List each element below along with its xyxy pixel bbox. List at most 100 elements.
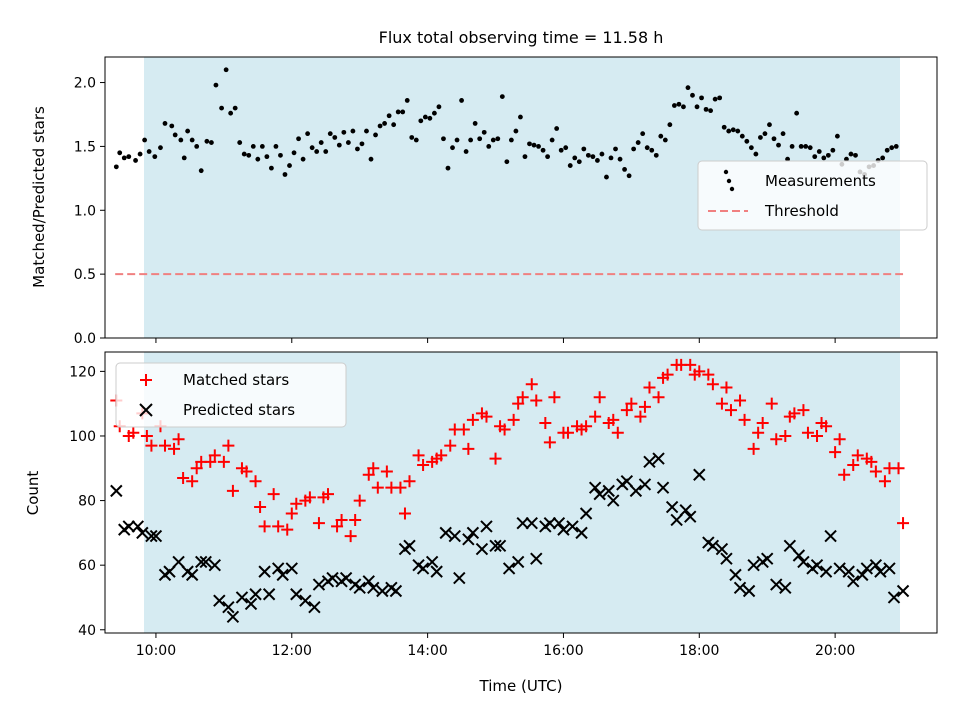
matched-point	[724, 404, 737, 417]
measurement-point	[382, 121, 387, 126]
measurement-point	[758, 135, 763, 140]
measurement-point	[536, 144, 541, 149]
measurement-point	[744, 138, 750, 144]
bottom-legend: Matched stars Predicted stars	[115, 362, 347, 428]
predicted-point	[493, 539, 507, 553]
predicted-point	[376, 584, 389, 598]
predicted-point	[362, 575, 375, 588]
top-legend-box	[697, 160, 928, 231]
measurement-point	[549, 137, 555, 143]
predicted-point	[602, 484, 615, 498]
measurement-point	[518, 114, 523, 120]
predicted-point	[403, 539, 416, 553]
measurement-point	[739, 133, 745, 139]
measurement-point	[563, 145, 569, 151]
measurement-point	[169, 123, 175, 129]
predicted-point	[715, 542, 729, 556]
predicted-point	[172, 555, 185, 569]
measurement-point	[522, 154, 528, 160]
matched-point	[620, 404, 633, 417]
measurement-point	[336, 142, 342, 148]
matched-point	[684, 358, 697, 371]
predicted-point	[679, 504, 692, 517]
matched-point	[788, 407, 801, 420]
measurement-point	[246, 152, 252, 158]
measurement-point	[377, 123, 383, 129]
measurement-point	[825, 152, 831, 158]
measurement-point	[681, 104, 686, 110]
measurement-point	[468, 137, 474, 143]
bottom-x-axis: 10:00 12:00 14:00 16:00 18:00 20:00	[136, 633, 855, 659]
matched-point	[127, 426, 140, 439]
measurement-point	[789, 144, 795, 149]
measurement-point	[269, 165, 274, 171]
measurement-point	[391, 122, 397, 128]
predicted-point	[448, 529, 461, 543]
bottom-ylabel: Count	[24, 471, 42, 516]
matched-point	[661, 368, 674, 381]
matched-point	[186, 475, 199, 488]
measurement-point	[486, 144, 492, 149]
matched-point	[177, 471, 190, 484]
measurement-point	[158, 145, 163, 151]
measurement-point	[771, 136, 777, 142]
measurement-point	[653, 152, 659, 158]
predicted-point	[271, 562, 285, 575]
measurement-point	[113, 164, 119, 170]
matched-point	[693, 365, 706, 378]
predicted-point	[824, 529, 837, 543]
predicted-point	[258, 565, 271, 578]
matched-point	[466, 413, 479, 426]
bottom-y-axis: 40 60 80 100 120	[69, 364, 105, 639]
predicted-point	[847, 575, 860, 588]
measurement-point	[232, 105, 238, 111]
matched-point	[321, 488, 334, 501]
matched-point	[312, 517, 325, 530]
measurement-point	[472, 121, 478, 126]
predicted-point	[742, 584, 756, 598]
predicted-point	[588, 481, 602, 494]
top-x-axis	[155, 338, 836, 343]
matched-point	[548, 391, 561, 404]
matched-point	[801, 426, 814, 439]
measurement-point	[622, 167, 627, 172]
measurement-point	[721, 124, 727, 130]
matched-point	[638, 400, 651, 413]
predicted-point	[149, 529, 163, 543]
matched-point	[525, 378, 538, 391]
matched-point	[652, 391, 665, 404]
matched-point	[217, 455, 230, 468]
measurement-point	[495, 136, 501, 142]
matched-point	[335, 513, 348, 526]
matched-point	[851, 449, 864, 462]
matched-point	[878, 475, 891, 488]
x-tick-label: 16:00	[543, 643, 583, 659]
measurement-point	[117, 150, 123, 156]
measurement-point	[694, 104, 700, 110]
bottom-panel-frame	[104, 351, 938, 634]
measurement-point	[662, 137, 668, 143]
measurement-point	[223, 67, 229, 73]
measurement-point	[450, 145, 455, 151]
matched-point	[869, 465, 882, 478]
measurement-point	[445, 165, 451, 171]
y-tick-label: 100	[69, 429, 96, 445]
figure-title: Flux total observing time = 11.58 h	[379, 28, 664, 47]
y-tick-label: 40	[78, 623, 96, 639]
x-axis-label: Time (UTC)	[479, 677, 563, 695]
measurement-point	[305, 131, 311, 137]
measurement-point	[527, 141, 532, 147]
matched-point	[371, 481, 384, 494]
measurement-point	[608, 155, 614, 161]
measurement-point	[676, 101, 682, 107]
measurement-point	[413, 137, 419, 143]
predicted-point	[883, 562, 896, 575]
predicted-point	[579, 507, 593, 520]
matched-point	[272, 520, 285, 533]
measurement-point	[816, 149, 822, 154]
measurement-point	[585, 152, 591, 158]
matched-point	[865, 455, 878, 468]
matched-point	[462, 442, 475, 455]
legend-measurements-marker	[723, 169, 729, 175]
predicted-point	[557, 523, 570, 536]
